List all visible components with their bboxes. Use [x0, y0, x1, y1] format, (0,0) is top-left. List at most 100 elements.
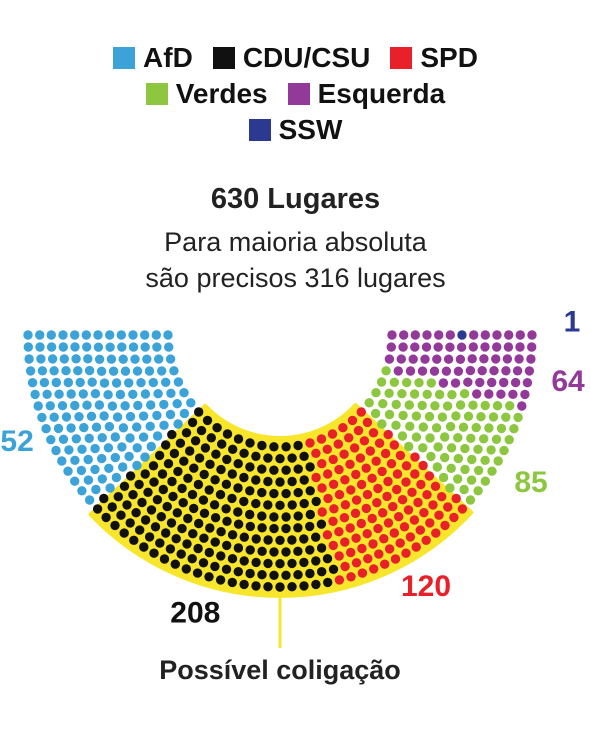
- seat: [397, 495, 408, 505]
- seat: [269, 570, 279, 580]
- seat: [35, 330, 45, 340]
- seat: [199, 469, 209, 480]
- annotation: Possível coligação: [159, 655, 401, 685]
- seat: [459, 389, 470, 399]
- seat: [473, 465, 484, 476]
- seat: [93, 342, 104, 352]
- seat: [450, 378, 461, 388]
- seat: [239, 448, 249, 458]
- seat: [293, 464, 303, 474]
- seat: [293, 440, 303, 451]
- seat: [361, 463, 371, 473]
- seat: [257, 487, 267, 498]
- seat: [239, 579, 249, 590]
- seat: [281, 512, 291, 522]
- seat: [131, 508, 141, 518]
- seat: [465, 495, 476, 505]
- seat: [328, 564, 339, 574]
- seat: [420, 354, 430, 364]
- seat: [361, 503, 371, 514]
- seat: [87, 377, 97, 387]
- seat: [194, 453, 205, 463]
- seat: [445, 421, 456, 432]
- value-label: 152: [0, 425, 34, 458]
- seat: [460, 464, 470, 475]
- seat: [51, 445, 61, 456]
- seat: [57, 401, 68, 411]
- seat: [526, 354, 536, 364]
- seat: [357, 543, 367, 554]
- seat: [210, 561, 220, 572]
- seat: [53, 423, 64, 434]
- seat: [37, 366, 48, 376]
- seat: [350, 508, 361, 518]
- seat: [163, 459, 174, 469]
- seat: [440, 520, 450, 531]
- seat: [386, 342, 396, 352]
- seat: [140, 452, 150, 462]
- seat: [132, 422, 142, 432]
- seat: [404, 441, 414, 452]
- seat: [202, 415, 213, 426]
- seat: [458, 422, 469, 432]
- seat: [227, 554, 238, 564]
- legend-label: Verdes: [175, 78, 268, 109]
- seat: [405, 366, 416, 376]
- seat: [84, 433, 94, 443]
- value-label: 120: [401, 570, 451, 603]
- seat: [179, 408, 190, 419]
- seat: [480, 330, 490, 340]
- seat: [103, 390, 113, 400]
- seat: [328, 540, 338, 551]
- seat: [193, 543, 203, 554]
- chart-title: 630 Lugares: [210, 183, 381, 215]
- seat: [417, 366, 428, 376]
- seat: [445, 330, 455, 340]
- seat: [344, 433, 354, 443]
- seat: [504, 435, 514, 445]
- seat: [346, 572, 356, 582]
- seat: [377, 419, 387, 429]
- seat: [58, 434, 69, 444]
- seat: [177, 483, 187, 494]
- seat: [154, 450, 165, 461]
- seat: [23, 330, 33, 340]
- seat: [357, 568, 368, 578]
- seat: [206, 433, 216, 443]
- seat: [227, 530, 238, 540]
- seat: [287, 476, 297, 487]
- seat: [371, 456, 381, 466]
- seat: [393, 366, 403, 376]
- seat: [159, 399, 169, 410]
- seat: [323, 493, 333, 504]
- seat: [210, 537, 220, 547]
- seat: [389, 528, 399, 538]
- seat: [92, 504, 103, 514]
- seat: [492, 330, 502, 340]
- seat: [178, 498, 188, 508]
- seat: [91, 422, 102, 432]
- seat: [117, 442, 127, 452]
- seat: [323, 577, 333, 588]
- seat: [90, 443, 100, 454]
- seat: [181, 428, 192, 438]
- seat: [198, 558, 209, 568]
- seat: [71, 354, 81, 364]
- seat: [390, 554, 401, 564]
- seat: [480, 342, 490, 352]
- seat: [389, 440, 399, 450]
- seat: [417, 400, 427, 411]
- seat: [110, 520, 120, 531]
- seat: [492, 401, 503, 411]
- seat: [76, 465, 87, 476]
- seat: [440, 452, 450, 463]
- seat: [146, 441, 156, 452]
- seat: [410, 469, 420, 479]
- seat: [90, 464, 100, 475]
- seat: [263, 582, 273, 592]
- seat: [94, 400, 105, 410]
- seat: [340, 561, 350, 572]
- seat: [415, 525, 425, 535]
- seat: [204, 547, 214, 558]
- seat: [398, 342, 408, 352]
